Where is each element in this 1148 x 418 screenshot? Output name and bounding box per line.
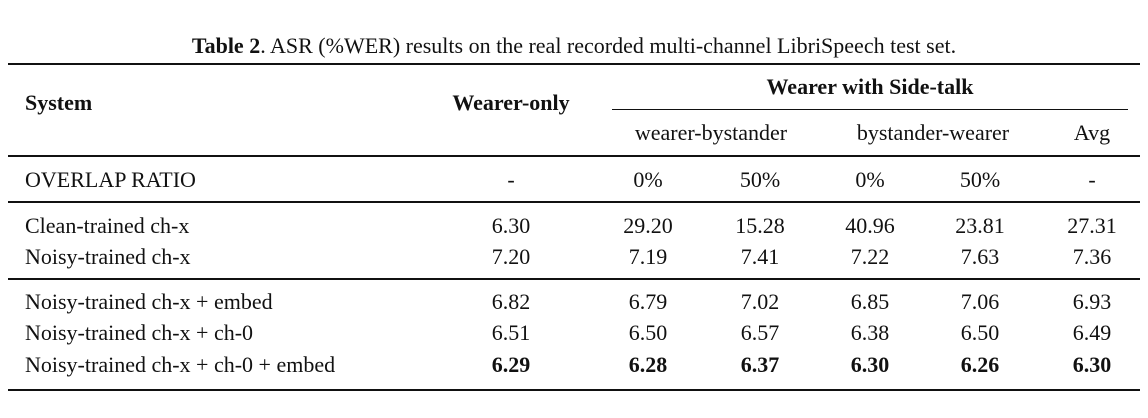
row-label: Noisy-trained ch-x + ch-0 + embed (25, 352, 336, 377)
cell: 6.57 (740, 320, 780, 345)
cell: 6.37 (740, 352, 780, 377)
cell: 0% (855, 167, 885, 192)
cell: 6.30 (491, 213, 531, 238)
subgroup-header: wearer-bystander (634, 120, 788, 145)
cell: 6.50 (628, 320, 668, 345)
cell: 23.81 (955, 213, 1005, 238)
cell: 6.93 (1072, 289, 1112, 314)
cell: 7.63 (960, 244, 1000, 269)
cell: 0% (633, 167, 663, 192)
cell: 6.30 (1072, 352, 1112, 377)
cell: 6.38 (850, 320, 890, 345)
rule (8, 201, 1140, 203)
rule (8, 63, 1140, 65)
subgroup-header: Avg (1073, 120, 1111, 145)
caption-label: Table 2 (191, 33, 261, 58)
cell: 6.29 (491, 352, 531, 377)
cell: 7.19 (628, 244, 668, 269)
cell: - (1088, 167, 1096, 192)
cell: 6.28 (628, 352, 668, 377)
cell: 40.96 (845, 213, 895, 238)
rule (8, 155, 1140, 157)
cell: 6.79 (628, 289, 668, 314)
header-wearer-only: Wearer-only (452, 90, 570, 115)
cell: 15.28 (735, 213, 785, 238)
rule (612, 109, 1128, 110)
cell: 6.30 (850, 352, 890, 377)
cell: 7.36 (1072, 244, 1112, 269)
cell: 6.82 (491, 289, 531, 314)
cell: 7.20 (491, 244, 531, 269)
row-label: OVERLAP RATIO (25, 167, 196, 192)
cell: 50% (739, 167, 781, 192)
cell: 50% (959, 167, 1001, 192)
rule (8, 389, 1140, 391)
cell: 7.02 (740, 289, 780, 314)
rule (8, 278, 1140, 280)
cell: 7.22 (850, 244, 890, 269)
row-label: Noisy-trained ch-x (25, 244, 191, 269)
cell: 7.06 (960, 289, 1000, 314)
header-system: System (25, 90, 93, 115)
row-label: Noisy-trained ch-x + ch-0 (25, 320, 254, 345)
caption-text: . ASR (%WER) results on the real recorde… (260, 33, 957, 58)
cell: 27.31 (1067, 213, 1117, 238)
subgroup-header: bystander-wearer (856, 120, 1010, 145)
cell: 7.41 (740, 244, 780, 269)
cell: 6.50 (960, 320, 1000, 345)
cell: 6.49 (1072, 320, 1112, 345)
caption: Table 2. ASR (%WER) results on the real … (192, 35, 956, 57)
cell: 6.85 (850, 289, 890, 314)
cell: 6.51 (491, 320, 531, 345)
cell: 29.20 (623, 213, 673, 238)
row-label: Clean-trained ch-x (25, 213, 190, 238)
header-side-talk: Wearer with Side-talk (766, 74, 974, 99)
cell: - (507, 167, 515, 192)
row-label: Noisy-trained ch-x + embed (25, 289, 273, 314)
cell: 6.26 (960, 352, 1000, 377)
